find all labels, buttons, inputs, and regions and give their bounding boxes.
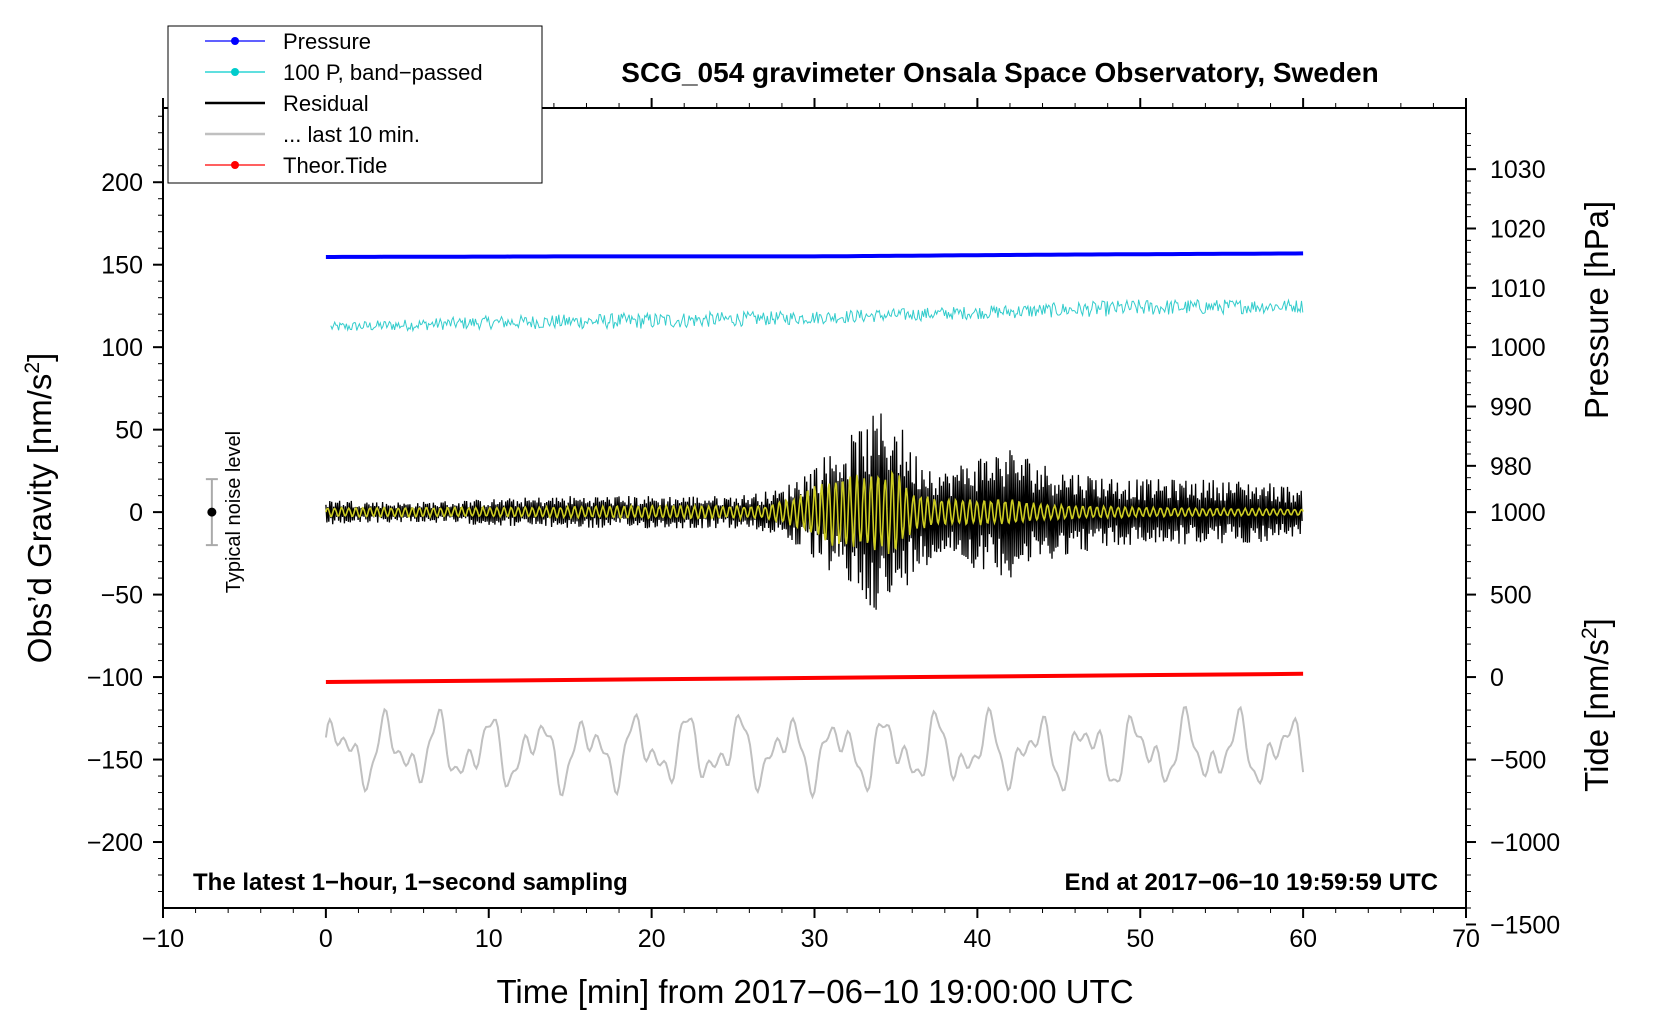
y-tick-label: 100 [101, 334, 143, 362]
tide-tick-label: 1000 [1490, 499, 1546, 527]
x-tick-label: 20 [638, 925, 666, 953]
pressure-tick-label: 1000 [1490, 334, 1546, 362]
series-residual-band-passed [325, 469, 1304, 555]
series-theor-tide [325, 671, 1304, 684]
y-tick-label: 150 [101, 252, 143, 280]
tide-axis-ticks: 1000 500 0 −500 −1000 −1500 [1466, 499, 1560, 939]
pressure-axis-title: Pressure [hPa] [1578, 201, 1615, 419]
pressure-tick-label: 990 [1490, 394, 1532, 422]
x-tick-label: 0 [319, 925, 333, 953]
pressure-tick-label: 1030 [1490, 156, 1546, 184]
y-tick-label: 50 [115, 417, 143, 445]
tide-tick-label: 0 [1490, 664, 1504, 692]
series-layer [324, 251, 1305, 800]
y-axis-title-sup: 2 [21, 362, 44, 374]
series-pressure [325, 251, 1304, 259]
legend-label: Theor.Tide [283, 153, 387, 178]
x-axis-title: Time [min] from 2017−06−10 19:00:00 UTC [496, 973, 1133, 1010]
noise-level-marker [205, 478, 218, 547]
y-axis-title-end: ] [21, 353, 58, 362]
pressure-tick-label: 1020 [1490, 216, 1546, 244]
tide-axis-title-sup: 2 [1578, 627, 1601, 639]
chart-title: SCG_054 gravimeter Onsala Space Observat… [621, 57, 1378, 88]
y-tick-label: −150 [87, 747, 143, 775]
y-tick-label: −100 [87, 664, 143, 692]
y-tick-label: −200 [87, 829, 143, 857]
legend-marker [231, 68, 239, 76]
x-tick-label: 10 [475, 925, 503, 953]
x-tick-label: 60 [1289, 925, 1317, 953]
tide-axis-title-main: Tide [nm/s [1578, 639, 1615, 792]
legend-label: ... last 10 min. [283, 122, 420, 147]
y-axis-ticks: 200 150 100 50 0 −50 −100 −150 −200 [87, 115, 163, 893]
y-tick-label: −50 [101, 582, 143, 610]
x-axis-ticks: −10 0 10 20 30 40 50 60 70 [142, 98, 1480, 953]
legend-label: Residual [283, 91, 369, 116]
noise-point [207, 507, 217, 517]
bottom-right-note: End at 2017−06−10 19:59:59 UTC [1064, 869, 1438, 896]
bottom-left-note: The latest 1−hour, 1−second sampling [193, 869, 628, 896]
x-tick-label: 30 [801, 925, 829, 953]
pressure-tick-label: 980 [1490, 453, 1532, 481]
legend-marker [231, 37, 239, 45]
y-axis-title-main: Obs’d Gravity [nm/s [21, 374, 58, 664]
x-tick-label: 70 [1452, 925, 1480, 953]
y-axis-title: Obs’d Gravity [nm/s2] [21, 353, 58, 664]
y-tick-label: 200 [101, 169, 143, 197]
legend: Pressure 100 P, band−passed Residual ... la… [167, 25, 543, 184]
pressure-tick-label: 1010 [1490, 275, 1546, 303]
series-last-10-min [324, 705, 1305, 800]
tide-tick-label: −1000 [1490, 829, 1560, 857]
series-residual [325, 413, 1303, 610]
tide-tick-label: −1500 [1490, 911, 1560, 939]
x-tick-label: 40 [963, 925, 991, 953]
y-tick-label: 0 [129, 499, 143, 527]
legend-label: 100 P, band−passed [283, 60, 483, 85]
x-tick-label: −10 [142, 925, 184, 953]
tide-tick-label: −500 [1490, 747, 1546, 775]
tide-axis-title-end: ] [1578, 618, 1615, 627]
legend-box [167, 25, 543, 184]
legend-label: Pressure [283, 29, 371, 54]
pressure-axis-ticks: 1030 1020 1010 1000 990 980 [1466, 133, 1546, 491]
noise-level-label: Typical noise level [223, 431, 245, 593]
tide-tick-label: 500 [1490, 582, 1532, 610]
legend-items: Pressure 100 P, band−passed Residual ... la… [205, 29, 483, 178]
legend-marker [231, 161, 239, 169]
tide-axis-title: Tide [nm/s2] [1578, 618, 1615, 792]
series-band-passed-pressure [330, 298, 1304, 333]
x-tick-label: 50 [1126, 925, 1154, 953]
